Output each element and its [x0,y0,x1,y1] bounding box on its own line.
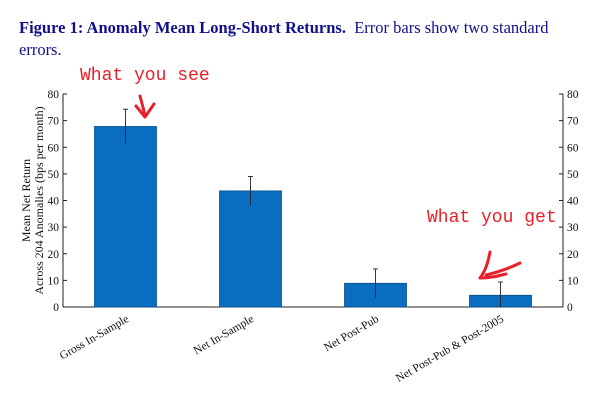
x-tick-label: Net Post-Pub & Post-2005 [394,313,506,385]
y-tick-label-left: 20 [48,249,60,261]
x-tick-label: Gross In-Sample [58,313,131,362]
chart-annotations: What you see What you get [80,66,557,280]
y-tick-label-left: 70 [48,116,60,128]
chart-axes: 0 0 10 10 20 20 30 30 40 40 50 50 60 60 70 70 80 80 [48,89,579,314]
y-axis-label: Mean Net Return Across 204 Anomalies (bps… [19,106,46,294]
x-tick-label: Net In-Sample [192,313,256,357]
y-axis-label-line: Across 204 Anomalies (bps per month) [32,106,46,294]
y-tick-label-right: 80 [567,89,579,101]
y-tick-label-left: 50 [48,169,60,181]
caption-text: Error bars show two standard errors. [19,18,549,59]
bar [94,126,157,308]
annotation-what-you-get: What you get [427,208,557,228]
y-tick-label-right: 20 [567,249,579,261]
y-axis-label-line: Mean Net Return [19,159,33,242]
arrowhead-icon [134,102,156,119]
chart-error-bars [123,108,503,307]
figure-caption: Figure 1: Anomaly Mean Long-Short Return… [19,17,589,61]
bar [219,190,282,308]
y-tick-label-right: 30 [567,222,579,234]
y-tick-label-right: 40 [567,196,579,208]
y-tick-label-right: 70 [567,116,579,128]
y-tick-label-left: 40 [48,196,60,208]
y-tick-label-left: 30 [48,222,60,234]
y-tick-label-right: 50 [567,169,579,181]
y-tick-label-right: 10 [567,275,579,287]
y-tick-label-left: 10 [48,275,60,287]
chart-category-labels: Gross In-Sample Net In-Sample Net Post-Pub… [58,313,506,385]
y-tick-label-left: 60 [48,142,60,154]
y-tick-label-right: 60 [567,142,579,154]
x-tick-label: Net Post-Pub [322,313,381,354]
y-tick-label-left: 80 [48,89,60,101]
annotation-what-you-see: What you see [80,66,210,86]
caption-title: Figure 1: Anomaly Mean Long-Short Return… [19,18,346,37]
arrow-left-icon [484,261,522,277]
y-tick-label-right: 0 [567,302,573,314]
y-tick-label-left: 0 [53,302,59,314]
arrowhead-icon [478,250,508,280]
y-axis-label-group: Mean Net Return Across 204 Anomalies (bps… [19,106,46,294]
